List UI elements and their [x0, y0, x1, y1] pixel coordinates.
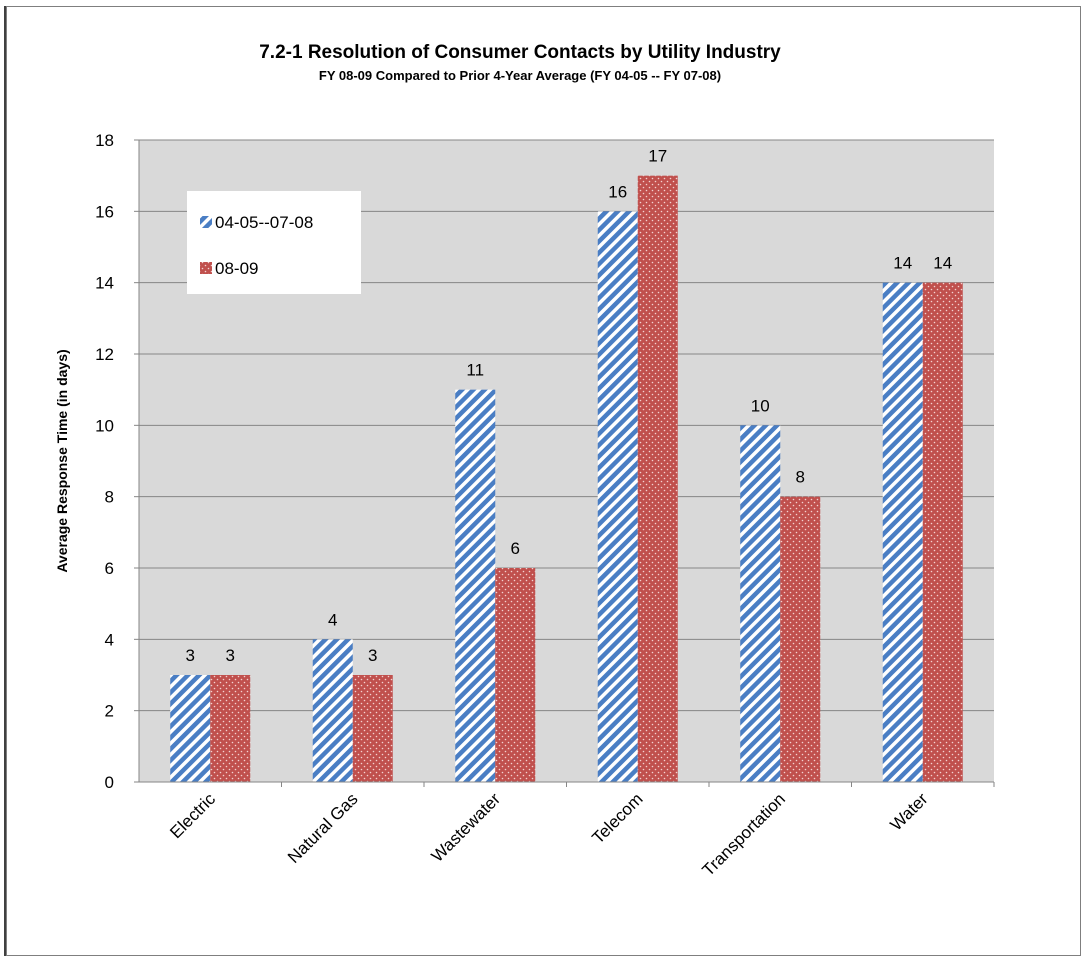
y-tick-label: 12 [95, 345, 114, 364]
data-label-series-1: 11 [466, 361, 484, 380]
y-tick-label: 0 [105, 773, 114, 792]
x-tick-label: Electric [166, 789, 219, 842]
bar-series-1 [455, 389, 496, 782]
y-axis-ticks: 0 2 4 6 8 10 12 14 16 18 [95, 131, 139, 792]
y-axis-label: Average Response Time (in days) [54, 349, 70, 572]
bar-series-1 [597, 211, 638, 783]
bar-series-2 [780, 496, 821, 782]
chart-subtitle: FY 08-09 Compared to Prior 4-Year Averag… [319, 68, 721, 83]
data-label-series-2: 3 [226, 646, 235, 665]
x-tick-label: Telecom [588, 789, 646, 847]
bar-series-2 [922, 282, 963, 782]
y-tick-label: 8 [105, 488, 114, 507]
y-tick-label: 18 [95, 131, 114, 150]
legend-label-series-1: 04-05--07-08 [215, 213, 313, 232]
data-label-series-1: 14 [893, 254, 912, 273]
x-tick-label: Wastewater [428, 789, 505, 866]
bar-series-2 [637, 175, 678, 782]
bar-series-1 [882, 282, 923, 782]
y-tick-label: 6 [105, 559, 114, 578]
y-tick-label: 2 [105, 702, 114, 721]
bar-series-1 [170, 675, 211, 782]
bar-series-1 [740, 425, 781, 782]
legend-label-series-2: 08-09 [215, 259, 258, 278]
legend: 04-05--07-08 08-09 [187, 191, 361, 294]
data-label-series-2: 6 [511, 539, 520, 558]
y-tick-label: 14 [95, 274, 114, 293]
x-tick-label: Transportation [699, 789, 789, 879]
y-tick-label: 10 [95, 416, 114, 435]
bar-series-1 [312, 639, 353, 782]
data-label-series-1: 4 [328, 610, 337, 629]
x-tick-label: Water [887, 789, 932, 834]
data-labels: 3 3 4 3 11 6 16 17 10 8 14 14 [186, 147, 953, 665]
x-axis-ticks: Electric Natural Gas Wastewater Telecom Tran… [166, 782, 995, 880]
data-label-series-1: 10 [751, 396, 770, 415]
bars [170, 175, 963, 783]
chart-title: 7.2-1 Resolution of Consumer Contacts by… [259, 42, 781, 63]
bar-series-2 [352, 675, 393, 782]
data-label-series-1: 3 [186, 646, 195, 665]
y-tick-label: 16 [95, 202, 114, 221]
bar-series-2 [210, 675, 251, 782]
y-tick-label: 4 [105, 630, 114, 649]
bar-series-2 [495, 568, 536, 782]
legend-swatch-series-1 [200, 216, 212, 228]
data-label-series-2: 14 [933, 254, 952, 273]
data-label-series-2: 3 [368, 646, 377, 665]
data-label-series-2: 8 [796, 468, 805, 487]
x-tick-label: Natural Gas [284, 789, 362, 867]
legend-swatch-series-2 [200, 262, 212, 274]
data-label-series-2: 17 [648, 147, 667, 166]
legend-box [187, 191, 361, 294]
data-label-series-1: 16 [608, 182, 627, 201]
